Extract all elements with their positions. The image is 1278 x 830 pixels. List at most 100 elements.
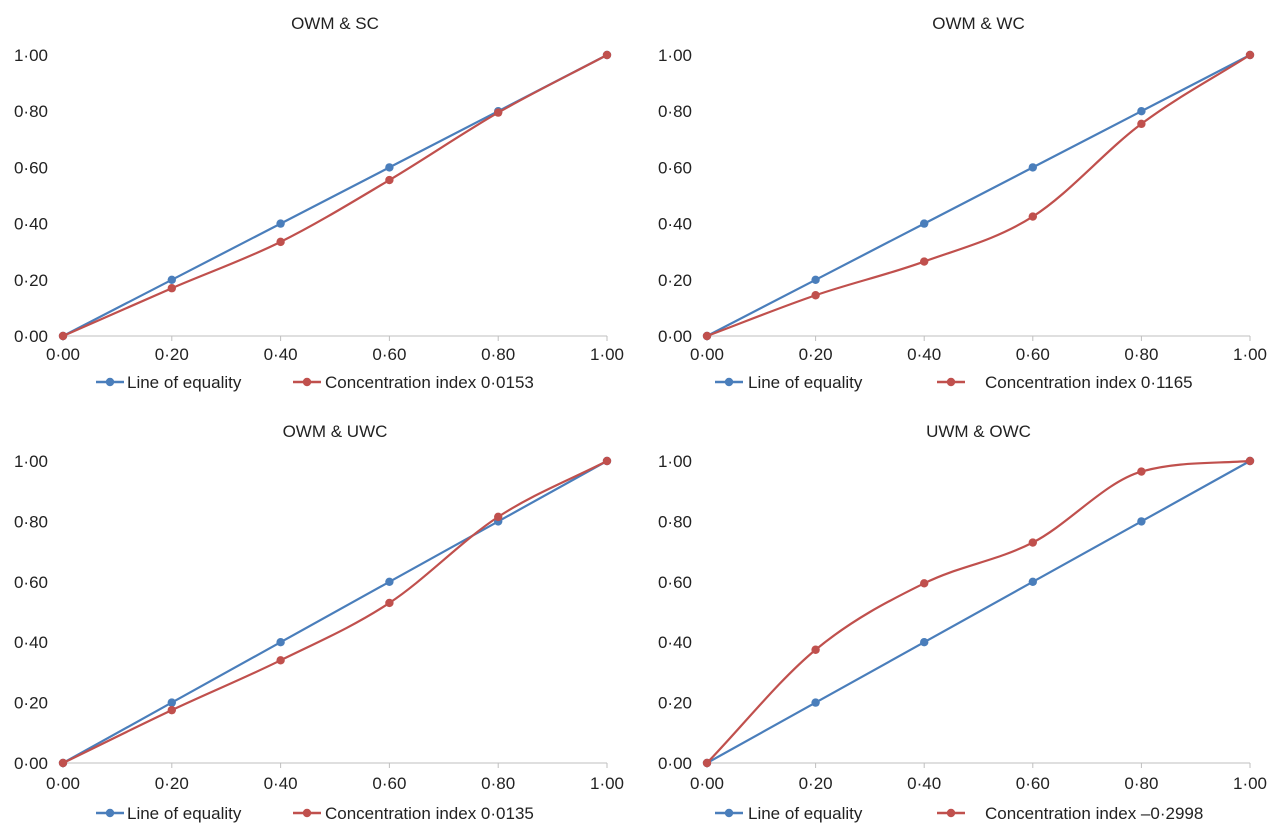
- x-tick-label: 0·80: [1124, 345, 1158, 364]
- data-point-equality-4: [1137, 107, 1146, 116]
- chart-panel-1: OWM & SC 0·00 0·20 0·40 0·60 0·80 1·00 0·00 0·20…: [14, 14, 624, 392]
- series-line-equality: [706, 460, 1251, 764]
- legend-entry: Concentration index –0·2998: [985, 804, 1203, 823]
- legend-entry: Line of equality: [748, 373, 863, 392]
- x-tick-label: 0·40: [264, 774, 298, 793]
- legend-swatch-marker: [724, 377, 734, 387]
- legend-swatch-marker: [302, 377, 312, 387]
- legend-swatch-marker: [724, 808, 734, 818]
- y-tick-label: 0·60: [658, 158, 692, 177]
- x-tick-label: 0·60: [1016, 774, 1050, 793]
- legend-swatch-marker: [946, 377, 956, 387]
- data-point-concentration-5: [602, 456, 612, 466]
- x-tick-label: 0·80: [481, 774, 515, 793]
- chart-title: OWM & UWC: [283, 422, 388, 441]
- y-tick-label: 0·80: [658, 512, 692, 531]
- y-tick-label: 0·20: [14, 694, 48, 713]
- x-tick-label: 0·00: [690, 345, 724, 364]
- chart-title: OWM & WC: [932, 14, 1025, 33]
- data-point-concentration-2: [276, 237, 285, 247]
- y-tick-label: 1·00: [14, 452, 48, 471]
- data-point-equality-2: [920, 638, 929, 647]
- data-point-concentration-1: [167, 705, 176, 715]
- data-point-equality-3: [385, 163, 394, 172]
- data-point-concentration-4: [1137, 119, 1146, 129]
- legend-swatch-marker: [302, 808, 312, 818]
- data-point-concentration-5: [602, 50, 612, 60]
- series-line-concentration: [62, 460, 608, 764]
- y-tick-label: 0·40: [658, 633, 692, 652]
- data-point-concentration-5: [1245, 50, 1255, 60]
- series-line-concentration: [62, 54, 608, 338]
- x-tick-label: 0·40: [907, 345, 941, 364]
- legend-entry: Concentration index 0·0153: [325, 373, 534, 392]
- x-tick-label: 0·60: [1016, 345, 1050, 364]
- y-tick-label: 0·20: [658, 271, 692, 290]
- data-point-concentration-0: [702, 331, 712, 341]
- data-point-concentration-1: [167, 284, 176, 293]
- data-point-concentration-4: [1137, 467, 1146, 476]
- legend-entry: Concentration index 0·0135: [325, 804, 534, 823]
- y-tick-label: 0·00: [658, 327, 692, 346]
- x-tick-label: 0·00: [46, 774, 80, 793]
- legend-swatch-marker: [105, 377, 115, 387]
- chart-title: UWM & OWC: [926, 422, 1031, 441]
- y-tick-label: 0·40: [14, 633, 48, 652]
- x-tick-label: 0·00: [690, 774, 724, 793]
- data-point-concentration-0: [58, 758, 68, 768]
- data-point-concentration-3: [1028, 212, 1038, 221]
- y-tick-label: 0·00: [14, 754, 48, 773]
- series-line-concentration: [706, 54, 1251, 338]
- legend-swatch-marker: [946, 808, 956, 818]
- y-tick-label: 1·00: [658, 452, 692, 471]
- x-tick-label: 0·20: [799, 774, 833, 793]
- x-tick-label: 1·00: [590, 345, 624, 364]
- data-point-concentration-2: [920, 257, 929, 266]
- data-point-concentration-4: [494, 108, 503, 117]
- data-point-equality-1: [811, 275, 820, 284]
- data-point-equality-3: [1028, 577, 1038, 586]
- y-tick-label: 0·20: [14, 271, 48, 290]
- data-point-equality-4: [1137, 517, 1146, 526]
- x-tick-label: 1·00: [1233, 774, 1267, 793]
- data-point-concentration-3: [1028, 538, 1038, 547]
- x-tick-label: 0·20: [799, 345, 833, 364]
- x-tick-label: 0·80: [1124, 774, 1158, 793]
- data-point-concentration-3: [385, 598, 394, 608]
- y-tick-label: 0·00: [658, 754, 692, 773]
- y-tick-label: 0·80: [14, 102, 48, 121]
- legend-entry: Line of equality: [748, 804, 863, 823]
- x-tick-label: 1·00: [1233, 345, 1267, 364]
- data-point-concentration-1: [811, 645, 820, 654]
- data-point-equality-1: [811, 698, 820, 707]
- x-tick-label: 0·20: [155, 774, 189, 793]
- data-point-equality-2: [276, 638, 285, 647]
- data-point-equality-1: [167, 275, 176, 284]
- data-point-equality-3: [1028, 163, 1038, 172]
- series-line-equality: [706, 54, 1251, 337]
- y-tick-label: 0·80: [14, 512, 48, 531]
- x-tick-label: 0·20: [155, 345, 189, 364]
- data-point-equality-1: [167, 698, 176, 707]
- x-tick-label: 0·80: [481, 345, 515, 364]
- x-tick-label: 0·00: [46, 345, 80, 364]
- x-tick-label: 0·40: [907, 774, 941, 793]
- y-tick-label: 1·00: [14, 46, 48, 65]
- chart-panel-4: UWM & OWC 0·00 0·20 0·40 0·60 0·80 1·00 0·00 0·2…: [658, 422, 1267, 823]
- y-tick-label: 0·40: [14, 215, 48, 234]
- data-point-concentration-1: [811, 291, 820, 300]
- x-tick-label: 0·40: [264, 345, 298, 364]
- y-tick-label: 0·40: [658, 215, 692, 234]
- data-point-concentration-5: [1245, 456, 1255, 466]
- legend-swatch-marker: [105, 808, 115, 818]
- data-point-equality-3: [385, 577, 394, 586]
- y-tick-label: 0·60: [658, 573, 692, 592]
- data-point-equality-2: [920, 219, 929, 228]
- data-point-concentration-0: [58, 331, 68, 341]
- x-tick-label: 1·00: [590, 774, 624, 793]
- data-point-concentration-2: [276, 656, 285, 665]
- data-point-concentration-4: [494, 512, 503, 522]
- y-tick-label: 0·00: [14, 327, 48, 346]
- y-tick-label: 0·60: [14, 158, 48, 177]
